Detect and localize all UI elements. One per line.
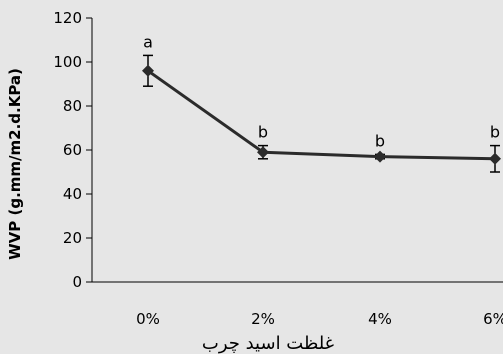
y-tick-label: 0	[72, 273, 82, 291]
x-tick-label: 4%	[368, 310, 392, 328]
x-tick-label: 0%	[136, 310, 160, 328]
data-point	[374, 150, 386, 163]
significance-label: b	[375, 131, 385, 150]
data-point	[142, 64, 154, 77]
y-tick-label: 20	[63, 229, 82, 247]
y-axis-title: WVP (g.mm/m2.d.KPa)	[6, 68, 24, 260]
y-axis-ticks: 0 20 40 60 80 100 120	[53, 9, 92, 291]
y-tick-label: 80	[63, 97, 82, 115]
y-tick-label: 60	[63, 141, 82, 159]
x-tick-label: 6%	[483, 310, 503, 328]
x-tick-label: 2%	[251, 310, 275, 328]
y-tick-label: 120	[53, 9, 82, 27]
y-tick-label: 40	[63, 185, 82, 203]
data-point	[489, 152, 501, 165]
series-layer: a b b b	[142, 32, 501, 173]
significance-label: b	[258, 123, 268, 142]
significance-label: b	[490, 123, 500, 142]
x-axis-ticks: 0% 2% 4% 6%	[136, 310, 503, 328]
data-point	[257, 146, 269, 159]
series-line	[147, 69, 496, 161]
y-tick-label: 100	[53, 53, 82, 71]
significance-label: a	[143, 32, 153, 51]
x-axis-title: غلظت اسید چرب	[202, 333, 334, 354]
